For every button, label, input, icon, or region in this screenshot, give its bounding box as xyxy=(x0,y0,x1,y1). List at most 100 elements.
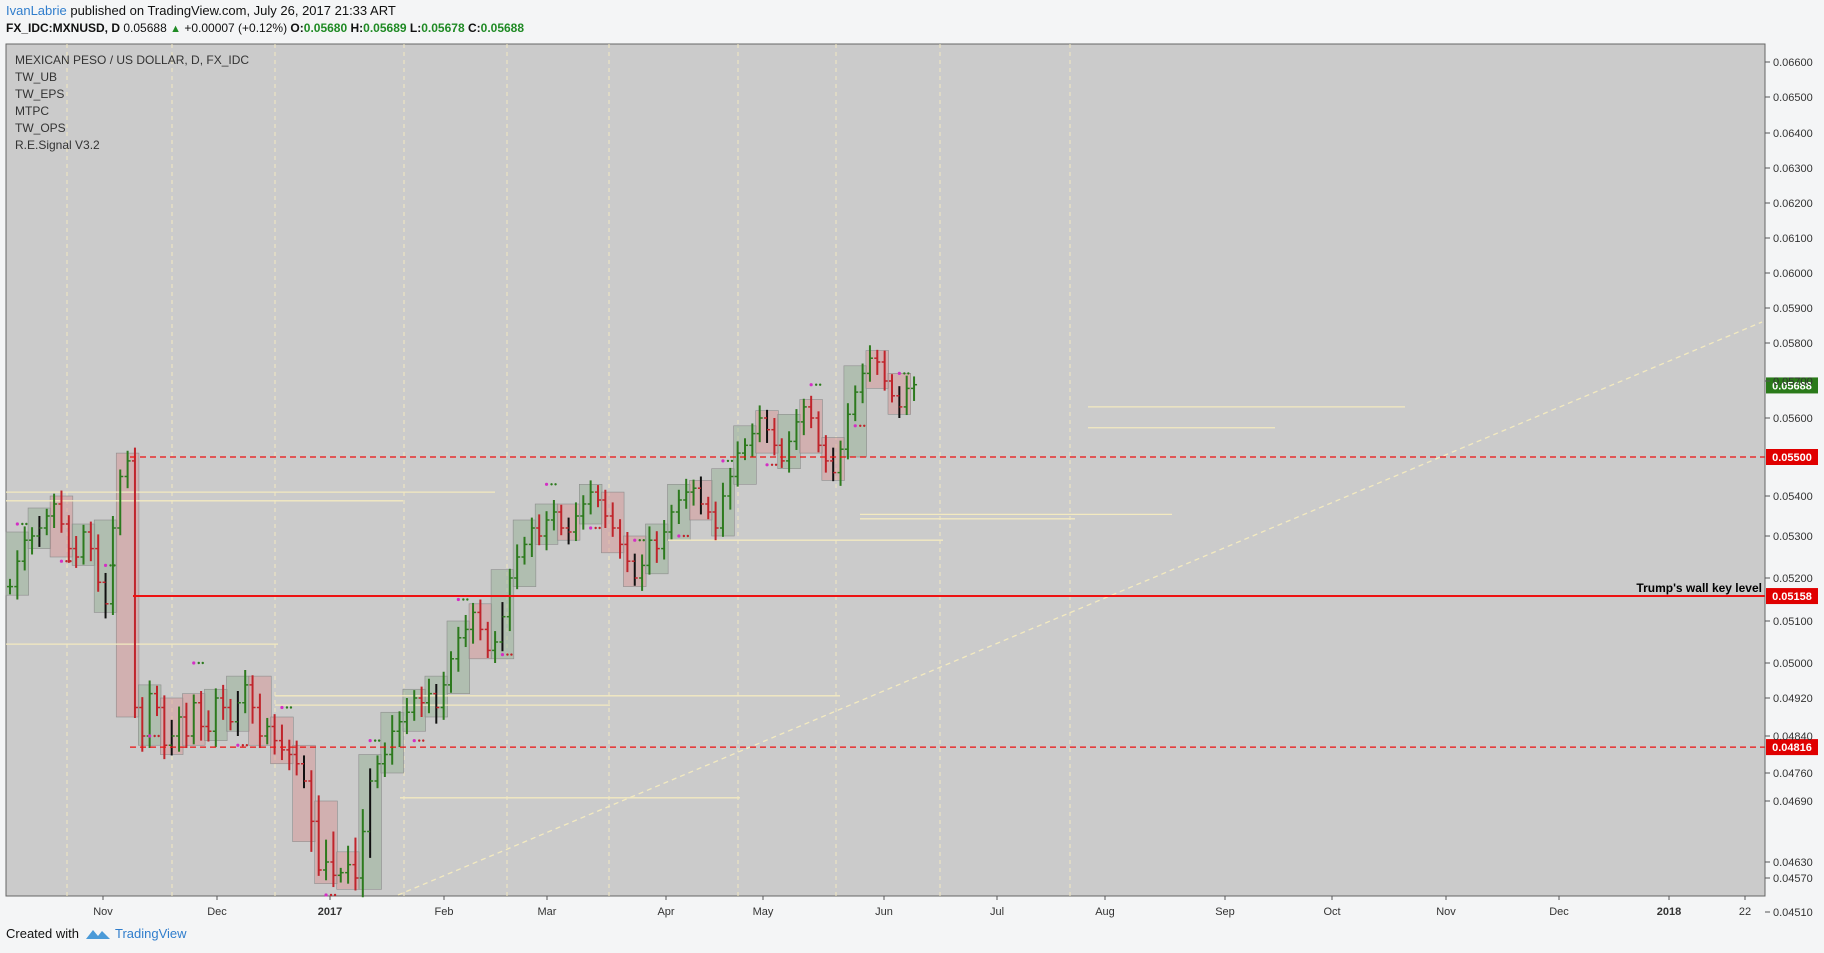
signal-dot xyxy=(770,463,774,466)
signal-dot xyxy=(418,739,421,742)
x-tick-label: May xyxy=(753,906,774,918)
signal-dot xyxy=(422,739,425,742)
signal-dot xyxy=(25,522,28,526)
y-tick-label: 0.06500 xyxy=(1773,92,1813,104)
price-tag xyxy=(1766,449,1818,465)
signal-dot xyxy=(466,598,469,601)
y-tick-label: 0.05700 xyxy=(1773,376,1813,388)
y-tick-label: 0.05800 xyxy=(1773,338,1813,350)
price-change: +0.00007 (+0.12%) xyxy=(184,21,288,35)
footer-created-label: Created with xyxy=(6,926,79,941)
signal-dot xyxy=(377,739,381,742)
y-tick-label: 0.04630 xyxy=(1773,857,1813,869)
signal-dot xyxy=(510,653,513,656)
x-tick-label: 22 xyxy=(1739,906,1751,918)
signal-dot xyxy=(103,563,108,568)
x-tick-label: Mar xyxy=(538,906,557,918)
legend-indicator: TW_OPS xyxy=(15,121,66,135)
signal-dot xyxy=(456,597,460,602)
plot-area[interactable] xyxy=(5,43,1766,897)
signal-dot xyxy=(550,483,553,486)
y-tick-label: 0.05300 xyxy=(1773,531,1813,543)
signal-dot xyxy=(148,734,152,738)
footer: Created with TradingView xyxy=(6,926,187,941)
signal-dot xyxy=(726,459,730,463)
signal-dot xyxy=(201,661,204,665)
signal-dot xyxy=(633,538,637,542)
signal-dot xyxy=(506,653,509,656)
signal-dot xyxy=(903,372,906,375)
signal-dot xyxy=(21,522,24,526)
x-tick-label: Oct xyxy=(1323,906,1340,918)
signal-dot xyxy=(368,739,372,743)
signal-dot xyxy=(462,598,465,601)
x-tick-label: Jul xyxy=(990,906,1004,918)
tradingview-link[interactable]: TradingView xyxy=(85,926,187,941)
price-tag xyxy=(1766,588,1818,605)
price-tag xyxy=(1766,739,1818,756)
y-tick-label: 0.05200 xyxy=(1773,573,1813,585)
signal-dot xyxy=(113,564,116,567)
signal-dot xyxy=(373,739,377,742)
y-tick-label: 0.04840 xyxy=(1773,731,1813,743)
y-tick-label: 0.06200 xyxy=(1773,198,1813,210)
close-value: 0.05688 xyxy=(480,21,525,35)
signal-dot xyxy=(65,560,68,563)
y-tick-label: 0.06000 xyxy=(1773,268,1813,280)
signal-dot xyxy=(638,539,641,542)
signal-dot xyxy=(863,424,866,427)
y-tick-label: 0.05600 xyxy=(1773,413,1813,425)
y-tick-label: 0.05000 xyxy=(1773,658,1813,670)
author-link[interactable]: IvanLabrie xyxy=(6,3,67,18)
x-tick-label: Aug xyxy=(1095,906,1115,918)
low-value: 0.05678 xyxy=(421,21,465,35)
signal-dot xyxy=(818,383,822,386)
signal-dot xyxy=(153,734,156,738)
signal-dot xyxy=(907,372,910,375)
low-label: L: xyxy=(409,21,422,35)
signal-dot xyxy=(285,706,289,709)
signal-dot xyxy=(774,463,778,466)
publish-line: IvanLabrie published on TradingView.com,… xyxy=(6,3,396,18)
signal-dot xyxy=(721,459,725,463)
signal-dot xyxy=(814,383,818,386)
legend-indicator: TW_EPS xyxy=(15,87,64,101)
y-tick-label: 0.06300 xyxy=(1773,163,1813,175)
signal-dot xyxy=(589,526,593,530)
price-tag-label: 0.04816 xyxy=(1772,742,1812,754)
x-tick-label: Apr xyxy=(657,906,674,918)
up-triangle-icon: ▲ xyxy=(170,23,181,35)
publish-info: published on TradingView.com, July 26, 2… xyxy=(70,3,396,18)
signal-dot xyxy=(809,383,813,387)
last-price-label: 0.05688 xyxy=(1772,380,1812,392)
x-tick-label: Dec xyxy=(207,906,227,918)
price-tag-label: 0.05158 xyxy=(1772,591,1812,603)
y-tick-label: 0.04760 xyxy=(1773,768,1813,780)
y-tick-label: 0.06100 xyxy=(1773,233,1813,245)
signal-dot xyxy=(686,534,690,538)
signal-dot xyxy=(280,705,284,710)
signal-dot xyxy=(859,424,862,427)
range-box xyxy=(292,744,316,842)
signal-dot xyxy=(157,734,160,738)
signal-dot xyxy=(730,459,734,463)
close-label: C: xyxy=(467,21,481,35)
signal-dot xyxy=(236,743,240,747)
legend-indicator: R.E.Signal V3.2 xyxy=(15,138,100,152)
high-value: 0.05689 xyxy=(363,21,407,35)
trend-line xyxy=(397,321,1763,896)
signal-dot xyxy=(69,560,72,563)
x-tick-label: Nov xyxy=(93,906,113,918)
y-tick-label: 0.05400 xyxy=(1773,491,1813,503)
symbol-label: FX_IDC:MXNUSD, D xyxy=(6,21,121,35)
signal-dot xyxy=(412,739,416,743)
y-tick-label: 0.05900 xyxy=(1773,303,1813,315)
x-tick-label: 2018 xyxy=(1657,906,1681,918)
signal-dot xyxy=(329,893,333,897)
signal-dot xyxy=(500,653,505,657)
signal-dot xyxy=(59,559,64,563)
signal-dot xyxy=(192,661,196,665)
signal-dot xyxy=(544,482,549,486)
signal-dot xyxy=(15,522,19,526)
